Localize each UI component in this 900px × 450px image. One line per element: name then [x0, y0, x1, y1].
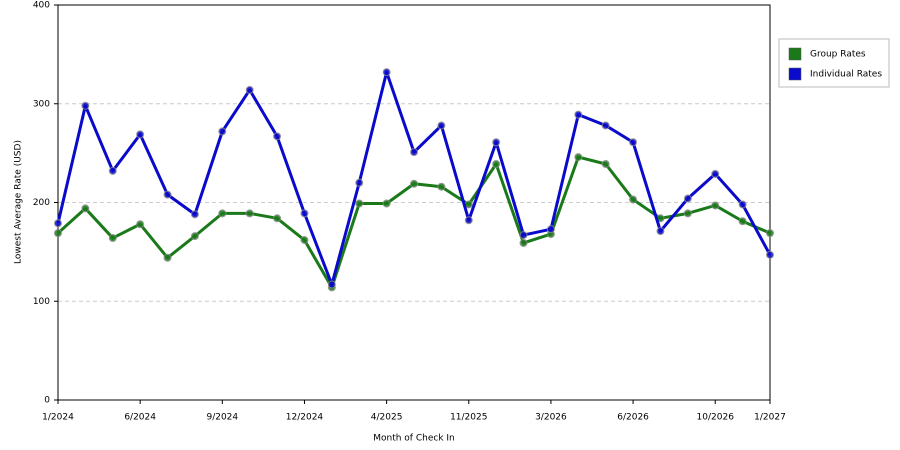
point [629, 138, 638, 147]
point [519, 231, 528, 240]
point [574, 110, 583, 119]
x-tick-label: 3/2026 [535, 413, 567, 423]
point [711, 201, 720, 210]
point [163, 253, 172, 262]
point [492, 159, 501, 168]
point [245, 85, 254, 94]
point [136, 220, 145, 229]
point [355, 199, 364, 208]
y-tick-label: 0 [44, 396, 50, 406]
point [683, 194, 692, 203]
point [601, 159, 610, 168]
point [492, 138, 501, 147]
legend-swatch [788, 67, 802, 81]
point [273, 214, 282, 223]
series-line [56, 155, 771, 289]
legend-label: Group Rates [810, 50, 866, 60]
y-tick-label: 400 [33, 1, 50, 11]
x-tick-label: 6/2024 [124, 413, 156, 423]
y-axis-label: Lowest Average Rate (USD) [14, 140, 24, 264]
x-tick-label: 6/2026 [617, 413, 649, 423]
point [464, 216, 473, 225]
point [300, 209, 309, 218]
point [81, 204, 90, 213]
point [519, 238, 528, 247]
point [629, 195, 638, 204]
point [81, 101, 90, 110]
point [108, 234, 117, 243]
legend-label: Individual Rates [810, 70, 882, 80]
x-axis-label: Month of Check In [373, 434, 455, 444]
point [108, 166, 117, 175]
x-tick-label: 9/2024 [206, 413, 238, 423]
point [382, 68, 391, 77]
point [190, 232, 199, 241]
point [355, 178, 364, 187]
y-tick-label: 100 [33, 297, 50, 307]
point [766, 229, 774, 238]
point [683, 209, 692, 218]
y-tick-label: 200 [33, 198, 50, 208]
point [273, 132, 282, 141]
point [327, 280, 336, 289]
point [300, 236, 309, 245]
y-tick-label: 300 [33, 99, 50, 109]
legend-swatch [788, 47, 802, 61]
point [190, 210, 199, 219]
point [136, 130, 145, 139]
point [738, 217, 747, 226]
x-tick-label: 12/2024 [286, 413, 324, 423]
point [245, 209, 254, 218]
point [218, 127, 227, 136]
x-tick-label: 11/2025 [450, 413, 487, 423]
point [711, 169, 720, 178]
point [656, 227, 665, 236]
point [410, 179, 418, 188]
point [163, 190, 172, 199]
point [546, 225, 555, 234]
x-tick-label: 1/2024 [42, 413, 74, 423]
point [410, 148, 418, 157]
x-tick-label: 1/2027 [754, 413, 786, 423]
point [601, 121, 610, 130]
point [218, 209, 227, 218]
point [574, 153, 583, 162]
point [437, 121, 446, 130]
x-tick-label: 4/2025 [371, 413, 403, 423]
point [766, 250, 774, 259]
point [738, 200, 747, 209]
point [54, 219, 62, 228]
x-tick-label: 10/2026 [697, 413, 735, 423]
point [382, 199, 391, 208]
plot-frame [57, 4, 771, 401]
point [437, 182, 446, 191]
point [54, 229, 62, 238]
